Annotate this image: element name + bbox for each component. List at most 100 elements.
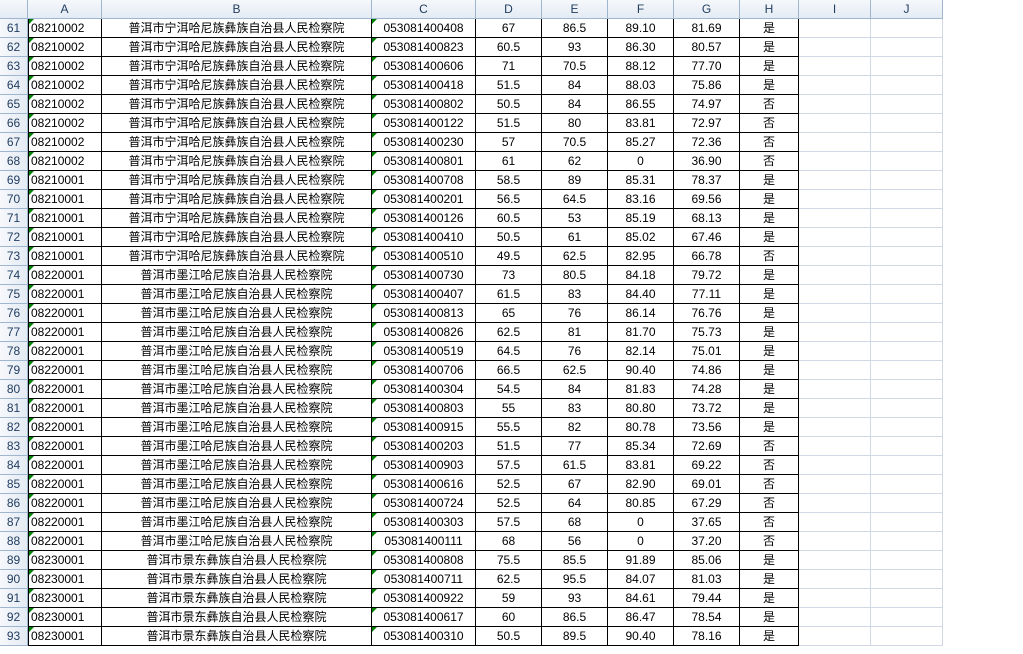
cell[interactable]: 是 — [740, 418, 799, 437]
cell[interactable]: 88.03 — [608, 76, 674, 95]
cell[interactable] — [871, 76, 943, 95]
cell[interactable] — [871, 323, 943, 342]
cell[interactable]: 否 — [740, 133, 799, 152]
cell[interactable]: 08210002 — [28, 152, 102, 171]
cell[interactable]: 85.31 — [608, 171, 674, 190]
cell[interactable] — [871, 418, 943, 437]
cell[interactable]: 64.5 — [542, 190, 608, 209]
cell[interactable] — [799, 57, 871, 76]
col-header-G[interactable]: G — [674, 0, 740, 19]
cell[interactable]: 053081400730 — [372, 266, 476, 285]
cell[interactable]: 08220001 — [28, 456, 102, 475]
cell[interactable]: 053081400706 — [372, 361, 476, 380]
cell[interactable]: 69.22 — [674, 456, 740, 475]
cell[interactable] — [799, 418, 871, 437]
cell[interactable]: 90.40 — [608, 627, 674, 646]
cell[interactable]: 普洱市景东彝族自治县人民检察院 — [102, 551, 372, 570]
cell[interactable]: 86.5 — [542, 608, 608, 627]
cell[interactable]: 62.5 — [542, 247, 608, 266]
cell[interactable]: 053081400801 — [372, 152, 476, 171]
row-header[interactable]: 67 — [0, 133, 28, 152]
cell[interactable] — [799, 456, 871, 475]
cell[interactable]: 57.5 — [476, 513, 542, 532]
cell[interactable] — [871, 285, 943, 304]
cell[interactable]: 72.36 — [674, 133, 740, 152]
cell[interactable] — [799, 209, 871, 228]
cell[interactable]: 普洱市墨江哈尼族自治县人民检察院 — [102, 342, 372, 361]
row-header[interactable]: 88 — [0, 532, 28, 551]
cell[interactable]: 64 — [542, 494, 608, 513]
cell[interactable]: 否 — [740, 513, 799, 532]
cell[interactable]: 053081400617 — [372, 608, 476, 627]
cell[interactable]: 59 — [476, 589, 542, 608]
cell[interactable]: 053081400408 — [372, 19, 476, 38]
cell[interactable]: 86.5 — [542, 19, 608, 38]
cell[interactable] — [871, 38, 943, 57]
cell[interactable]: 57.5 — [476, 456, 542, 475]
cell[interactable] — [799, 38, 871, 57]
cell[interactable]: 77.11 — [674, 285, 740, 304]
cell[interactable]: 053081400230 — [372, 133, 476, 152]
cell[interactable]: 52.5 — [476, 494, 542, 513]
cell[interactable] — [871, 247, 943, 266]
cell[interactable] — [871, 551, 943, 570]
cell[interactable]: 68.13 — [674, 209, 740, 228]
cell[interactable]: 08210001 — [28, 190, 102, 209]
cell[interactable]: 75.5 — [476, 551, 542, 570]
cell[interactable]: 08220001 — [28, 304, 102, 323]
cell[interactable]: 83.16 — [608, 190, 674, 209]
cell[interactable]: 0 — [608, 152, 674, 171]
cell[interactable]: 08210002 — [28, 19, 102, 38]
cell[interactable] — [871, 475, 943, 494]
col-header-J[interactable]: J — [871, 0, 943, 19]
cell[interactable]: 53 — [542, 209, 608, 228]
cell[interactable]: 61 — [476, 152, 542, 171]
cell[interactable]: 08220001 — [28, 418, 102, 437]
cell[interactable]: 是 — [740, 285, 799, 304]
row-header[interactable]: 85 — [0, 475, 28, 494]
cell[interactable]: 74.86 — [674, 361, 740, 380]
row-header[interactable]: 84 — [0, 456, 28, 475]
cell[interactable]: 77 — [542, 437, 608, 456]
cell[interactable]: 86.55 — [608, 95, 674, 114]
cell[interactable]: 08210002 — [28, 114, 102, 133]
col-header-H[interactable]: H — [740, 0, 799, 19]
cell[interactable] — [799, 133, 871, 152]
row-header[interactable]: 92 — [0, 608, 28, 627]
cell[interactable]: 95.5 — [542, 570, 608, 589]
cell[interactable]: 08230001 — [28, 570, 102, 589]
cell[interactable] — [799, 361, 871, 380]
cell[interactable]: 66.5 — [476, 361, 542, 380]
select-all-corner[interactable] — [0, 0, 28, 19]
cell[interactable]: 83 — [542, 399, 608, 418]
cell[interactable]: 76 — [542, 342, 608, 361]
cell[interactable]: 68 — [542, 513, 608, 532]
cell[interactable] — [871, 437, 943, 456]
row-header[interactable]: 82 — [0, 418, 28, 437]
cell[interactable]: 是 — [740, 627, 799, 646]
cell[interactable]: 56 — [542, 532, 608, 551]
cell[interactable]: 否 — [740, 247, 799, 266]
cell[interactable]: 普洱市宁洱哈尼族彝族自治县人民检察院 — [102, 57, 372, 76]
row-header[interactable]: 79 — [0, 361, 28, 380]
cell[interactable]: 08220001 — [28, 285, 102, 304]
cell[interactable]: 88.12 — [608, 57, 674, 76]
cell[interactable]: 普洱市宁洱哈尼族彝族自治县人民检察院 — [102, 171, 372, 190]
cell[interactable]: 60.5 — [476, 209, 542, 228]
cell[interactable] — [871, 133, 943, 152]
cell[interactable] — [871, 171, 943, 190]
row-header[interactable]: 69 — [0, 171, 28, 190]
cell[interactable]: 是 — [740, 608, 799, 627]
cell[interactable]: 053081400201 — [372, 190, 476, 209]
cell[interactable]: 普洱市宁洱哈尼族彝族自治县人民检察院 — [102, 133, 372, 152]
row-header[interactable]: 63 — [0, 57, 28, 76]
row-header[interactable]: 64 — [0, 76, 28, 95]
cell[interactable] — [871, 266, 943, 285]
cell[interactable]: 普洱市墨江哈尼族自治县人民检察院 — [102, 418, 372, 437]
cell[interactable]: 053081400310 — [372, 627, 476, 646]
cell[interactable] — [799, 532, 871, 551]
cell[interactable]: 72.97 — [674, 114, 740, 133]
row-header[interactable]: 93 — [0, 627, 28, 646]
cell[interactable]: 72.69 — [674, 437, 740, 456]
cell[interactable]: 否 — [740, 532, 799, 551]
